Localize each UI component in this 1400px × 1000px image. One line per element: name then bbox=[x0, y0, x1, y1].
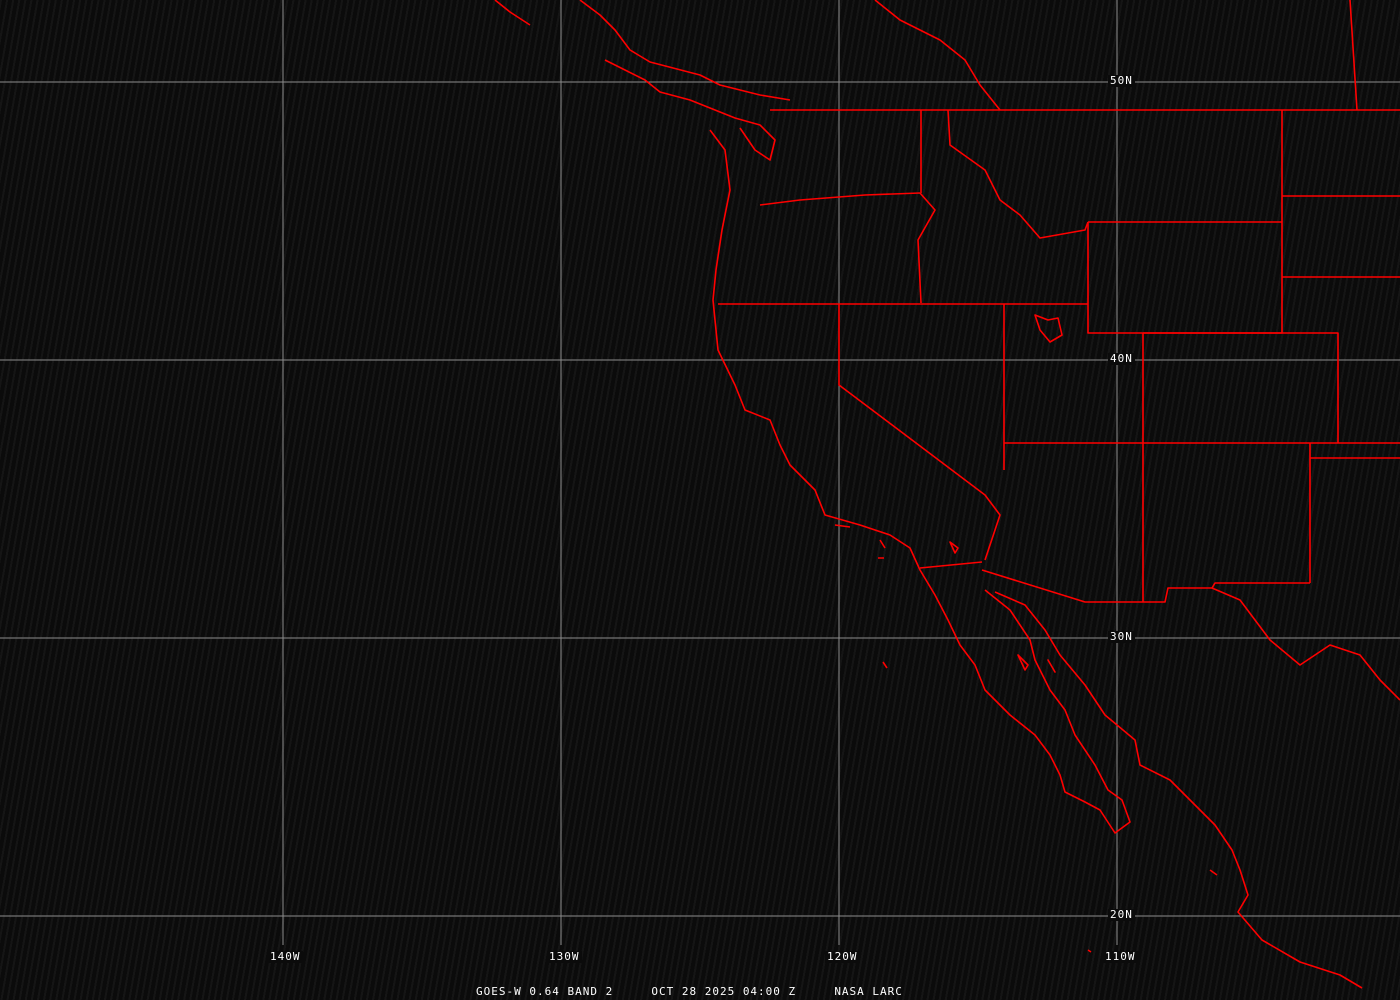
pacific-islands bbox=[882, 661, 1218, 953]
ca-mexico bbox=[919, 561, 983, 569]
lat-label-50n: 50N bbox=[1108, 74, 1135, 87]
lon-label-130w: 130W bbox=[547, 950, 582, 963]
id-mt-border bbox=[947, 109, 1089, 239]
nd-mn bbox=[1349, 0, 1358, 111]
caption-source: NASA LARC bbox=[834, 985, 903, 998]
gulf-islands bbox=[1017, 654, 1056, 673]
caption-datetime: OCT 28 2025 04:00 Z bbox=[651, 985, 797, 998]
lat-label-30n: 30N bbox=[1108, 630, 1135, 643]
west-coast bbox=[709, 129, 1131, 834]
lon-label-110w: 110W bbox=[1103, 950, 1138, 963]
ca-nv-border bbox=[838, 304, 1001, 561]
wa-or-border bbox=[759, 192, 921, 206]
az-mexico bbox=[981, 569, 1310, 603]
co-ne bbox=[1143, 332, 1339, 443]
mexico-coast bbox=[994, 591, 1363, 989]
mt-east bbox=[1281, 110, 1400, 278]
bc-coast-north bbox=[494, 0, 791, 101]
lat-label-20n: 20N bbox=[1108, 908, 1135, 921]
lat-lon-grid bbox=[0, 0, 1400, 945]
image-caption: GOES-W 0.64 BAND 2 OCT 28 2025 04:00 Z N… bbox=[476, 985, 903, 998]
lon-label-120w: 120W bbox=[825, 950, 860, 963]
vancouver-island bbox=[604, 59, 776, 161]
tx-panhandle bbox=[1309, 443, 1400, 583]
or-id-border bbox=[917, 192, 936, 304]
salton-sea bbox=[949, 541, 959, 554]
lon-label-140w: 140W bbox=[268, 950, 303, 963]
columbia-canada bbox=[874, 0, 1001, 111]
lat-label-40n: 40N bbox=[1108, 352, 1135, 365]
political-borders bbox=[494, 0, 1400, 989]
caption-satellite: GOES-W 0.64 BAND 2 bbox=[476, 985, 614, 998]
rio-grande bbox=[1211, 587, 1400, 701]
channel-islands bbox=[834, 524, 886, 559]
great-salt-lake bbox=[1034, 314, 1063, 343]
